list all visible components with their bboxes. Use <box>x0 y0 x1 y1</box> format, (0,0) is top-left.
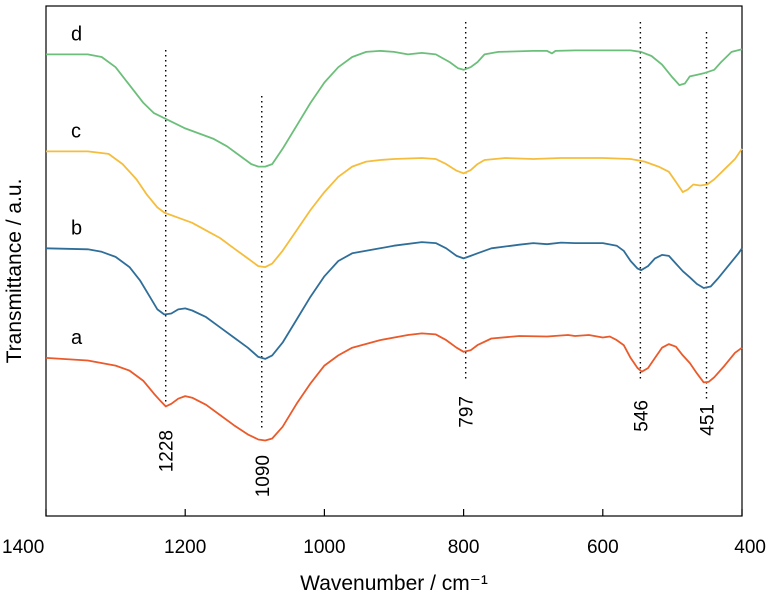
y-axis-title: Transmittance / a.u. <box>3 179 26 364</box>
series-label-b: b <box>71 217 82 239</box>
x-axis-ticks: 1400 1200 1000 800 600 400 <box>2 509 766 558</box>
series-line-a <box>45 332 743 442</box>
plot-border <box>45 5 743 517</box>
x-tick-label: 600 <box>587 537 619 558</box>
peak-label-1228: 1228 <box>157 430 178 472</box>
x-tick-label: 1400 <box>2 537 44 558</box>
series-label-d: d <box>71 23 82 45</box>
series-label-a: a <box>71 327 83 349</box>
plot-frame <box>45 5 743 517</box>
peak-labels: 1228 1090 797 546 451 <box>157 396 719 497</box>
series-lines <box>45 48 743 442</box>
peak-label-1090: 1090 <box>253 455 274 497</box>
x-axis-title: Wavenumber / cm⁻¹ <box>300 572 488 595</box>
series-labels: d c b a <box>71 23 83 348</box>
x-tick-label: 1200 <box>164 537 206 558</box>
series-line-c <box>46 148 743 268</box>
series-line-d <box>46 48 743 168</box>
series-line-b <box>45 241 743 360</box>
peak-label-451: 451 <box>698 404 719 436</box>
peak-label-546: 546 <box>631 400 652 432</box>
x-tick-label: 1000 <box>303 537 345 558</box>
x-tick-label: 400 <box>734 537 766 558</box>
x-tick-label: 800 <box>448 537 480 558</box>
peak-label-797: 797 <box>457 396 478 428</box>
series-label-c: c <box>71 120 81 142</box>
peak-marker-lines <box>165 22 708 430</box>
